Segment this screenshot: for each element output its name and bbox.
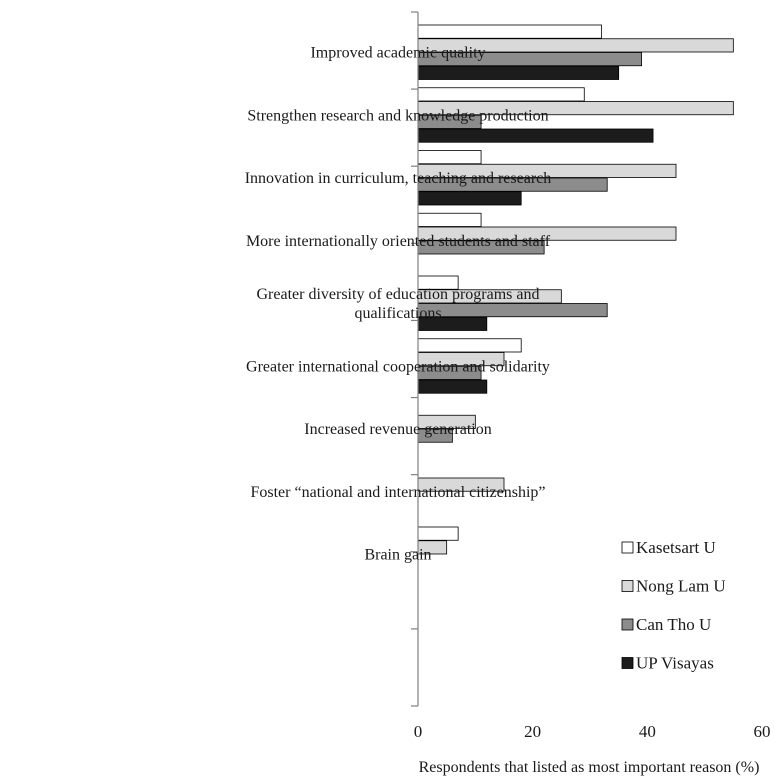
bar	[417, 212, 482, 227]
category-label: Strengthen research and knowledge produc…	[247, 107, 548, 124]
bar	[417, 526, 459, 541]
bar	[417, 128, 654, 143]
legend-label: Nong Lam U	[636, 577, 726, 596]
bar	[417, 191, 522, 206]
bar	[417, 303, 608, 318]
category-labels: Improved academic quality Strengthen rese…	[245, 45, 552, 564]
x-axis-title: Respondents that listed as most importan…	[419, 759, 760, 776]
legend-swatch	[621, 541, 634, 554]
legend-swatch	[621, 580, 634, 592]
x-tick-label: 20	[524, 722, 541, 741]
x-tick-label: 0	[414, 722, 423, 741]
bar	[417, 24, 602, 39]
category-label: Greater diversity of education programs …	[256, 286, 539, 303]
category-label: Increased revenue generation	[304, 421, 491, 438]
category-label: Innovation in curriculum, teaching and r…	[245, 170, 552, 187]
legend-swatch	[621, 657, 634, 669]
legend-label: Kasetsart U	[636, 538, 716, 557]
legend-swatch	[621, 618, 634, 631]
legend-label: UP Visayas	[636, 654, 714, 673]
x-tick-label: 40	[639, 722, 656, 741]
legend: Kasetsart U Nong Lam U Can Tho U UP Visayas	[621, 538, 726, 673]
axes-layer	[411, 11, 419, 707]
bar	[417, 379, 488, 394]
bar	[417, 150, 482, 165]
category-label: Greater international cooperation and so…	[246, 358, 550, 375]
legend-label: Can Tho U	[636, 615, 711, 634]
category-label: Improved academic quality	[310, 45, 485, 62]
x-tick-labels: 0 20 40 60	[414, 722, 771, 741]
category-label: Brain gain	[364, 547, 431, 564]
bar	[417, 338, 522, 353]
category-label: Foster “national and international citiz…	[250, 484, 545, 501]
bar	[417, 65, 620, 80]
bar	[417, 87, 585, 102]
category-label: qualifications	[354, 305, 441, 322]
x-tick-label: 60	[754, 722, 771, 741]
category-label: More internationally oriented students a…	[246, 233, 551, 250]
